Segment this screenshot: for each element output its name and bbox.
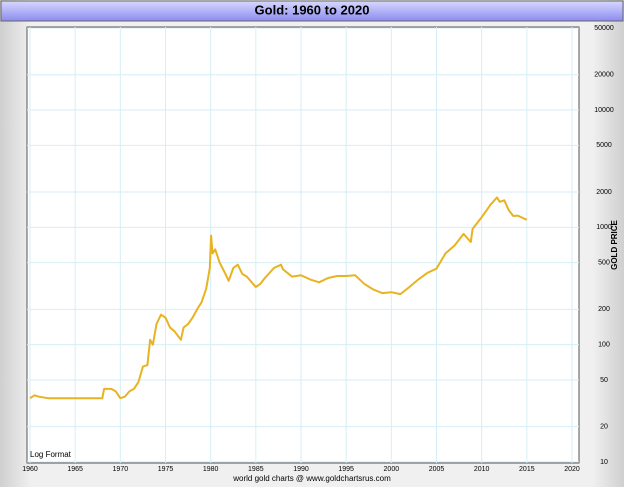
price-line <box>29 196 528 400</box>
y-tick-label: 100 <box>598 342 610 349</box>
y-tick-label: 500 <box>598 260 610 267</box>
x-tick-label: 2020 <box>564 466 580 473</box>
x-tick-label: 1960 <box>22 466 38 473</box>
x-tick-label: 1995 <box>338 466 354 473</box>
y-tick-label: 2000 <box>596 189 612 196</box>
x-tick-label: 1985 <box>248 466 264 473</box>
x-tick-label: 2000 <box>384 466 400 473</box>
source: world gold charts @ www.goldchartsrus.co… <box>232 474 391 483</box>
x-tick-label: 1970 <box>113 466 129 473</box>
y-tick-label: 1000 <box>596 224 612 231</box>
x-tick-label: 1975 <box>158 466 174 473</box>
x-tick-label: 1990 <box>293 466 309 473</box>
y-tick-label: 20 <box>600 424 608 431</box>
x-tick-label: 2005 <box>429 466 445 473</box>
y-tick-label: 50000 <box>594 25 614 32</box>
y-tick-label: 5000 <box>596 142 612 149</box>
y-tick-label: 200 <box>598 306 610 313</box>
y-axis-label: GOLD PRICE <box>610 219 619 269</box>
plot-area <box>26 26 580 464</box>
y-tick-label: 20000 <box>594 72 614 79</box>
x-tick-label: 1980 <box>203 466 219 473</box>
annotation: Log Format <box>30 450 72 459</box>
y-tick-label: 10 <box>600 459 608 466</box>
title-bar <box>0 0 624 22</box>
y-tick-label: 10000 <box>594 107 614 114</box>
x-tick-label: 1965 <box>67 466 83 473</box>
x-tick-label: 2015 <box>519 466 535 473</box>
chart-title: Gold: 1960 to 2020 <box>255 2 370 17</box>
y-tick-label: 50 <box>600 377 608 384</box>
x-tick-label: 2010 <box>474 466 490 473</box>
